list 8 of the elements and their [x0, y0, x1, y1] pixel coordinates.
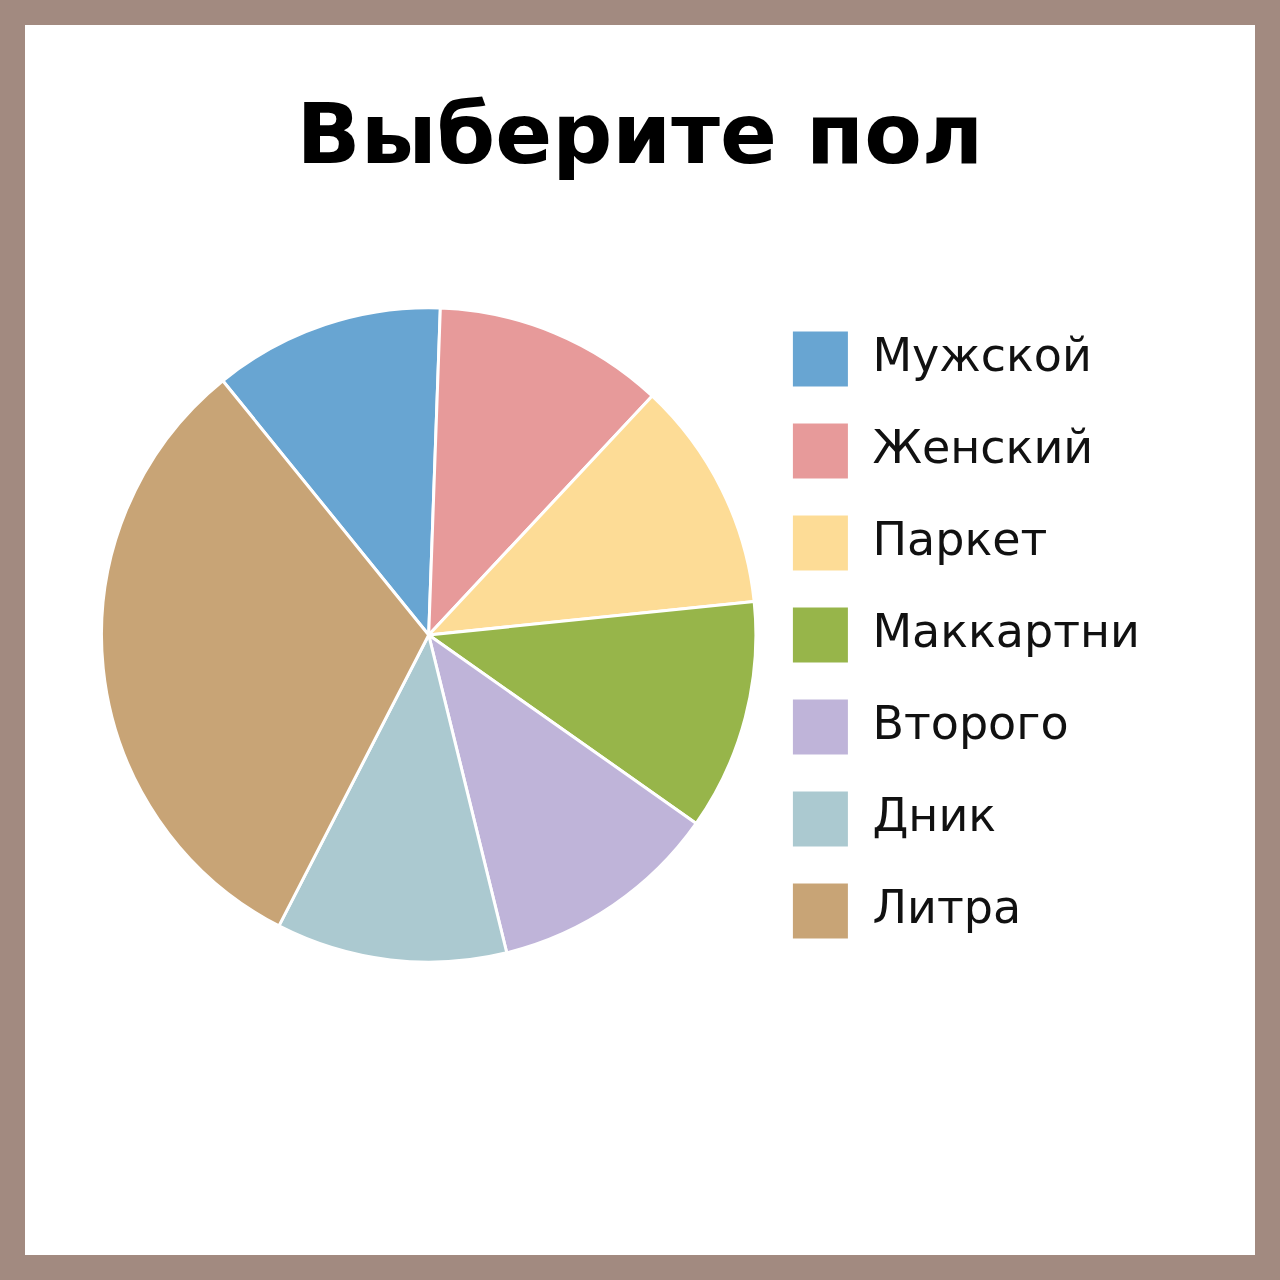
- legend-label: Женский: [872, 419, 1094, 474]
- legend-label: Дник: [872, 787, 997, 842]
- legend-label: Второго: [872, 695, 1069, 750]
- chart-title: Выберите пол: [295, 85, 985, 183]
- legend-label: Литра: [872, 879, 1022, 934]
- legend-label: Паркет: [872, 511, 1048, 566]
- legend-label: Маккартни: [872, 603, 1141, 658]
- legend-label: Мужской: [872, 327, 1092, 382]
